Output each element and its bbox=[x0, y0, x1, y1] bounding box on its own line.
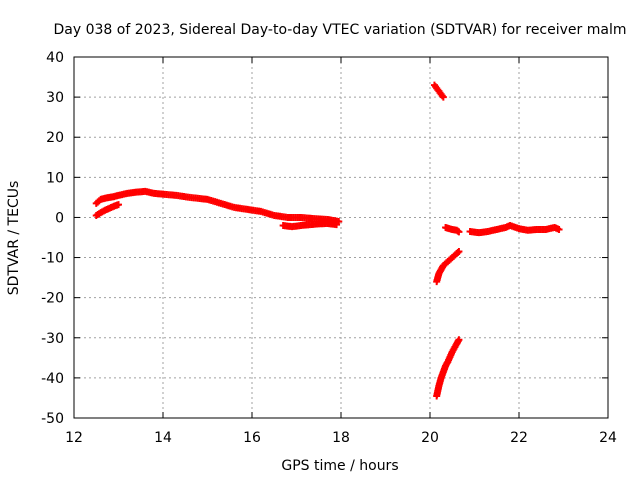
data-point bbox=[115, 201, 122, 209]
y-tick-label: 0 bbox=[55, 210, 64, 226]
x-tick-label: 16 bbox=[243, 430, 261, 446]
data-point bbox=[454, 249, 462, 257]
series-arc-1 bbox=[92, 187, 343, 225]
y-axis-label: SDTVAR / TECUs bbox=[6, 181, 22, 296]
data-point bbox=[455, 248, 463, 256]
x-tick-label: 22 bbox=[510, 430, 528, 446]
data-point bbox=[455, 336, 463, 344]
x-axis-label: GPS time / hours bbox=[281, 458, 398, 474]
chart-title: Day 038 of 2023, Sidereal Day-to-day VTE… bbox=[54, 22, 627, 38]
y-tick-label: -20 bbox=[41, 291, 64, 307]
y-tick-label: -50 bbox=[41, 411, 64, 427]
data-point bbox=[555, 225, 563, 233]
grid bbox=[74, 57, 608, 418]
x-axis-ticks: 12 14 16 18 20 22 24 bbox=[65, 57, 617, 446]
x-tick-label: 20 bbox=[421, 430, 439, 446]
data-point bbox=[455, 228, 463, 236]
series-arc-5 bbox=[442, 223, 463, 236]
y-tick-label: 40 bbox=[46, 50, 64, 66]
series-arc-4 bbox=[430, 81, 447, 101]
series-arc-8 bbox=[466, 221, 563, 237]
y-axis-ticks: 40 30 20 10 0 -10 -20 -30 -40 -50 bbox=[41, 50, 608, 427]
y-tick-label: 10 bbox=[46, 170, 64, 186]
x-tick-label: 14 bbox=[154, 430, 172, 446]
x-tick-label: 18 bbox=[332, 430, 350, 446]
x-tick-label: 12 bbox=[65, 430, 83, 446]
y-tick-label: -10 bbox=[41, 251, 64, 267]
x-tick-label: 24 bbox=[599, 430, 617, 446]
series-arc-2 bbox=[92, 201, 122, 219]
series-arc-3 bbox=[279, 219, 341, 231]
series-arc-7 bbox=[433, 336, 463, 400]
data-point bbox=[439, 93, 447, 101]
y-tick-label: -30 bbox=[41, 331, 64, 347]
data-point bbox=[333, 221, 341, 229]
y-tick-label: 20 bbox=[46, 130, 64, 146]
y-tick-label: -40 bbox=[41, 371, 64, 387]
data-points bbox=[92, 81, 563, 400]
y-tick-label: 30 bbox=[46, 90, 64, 106]
series-arc-6 bbox=[433, 248, 463, 286]
